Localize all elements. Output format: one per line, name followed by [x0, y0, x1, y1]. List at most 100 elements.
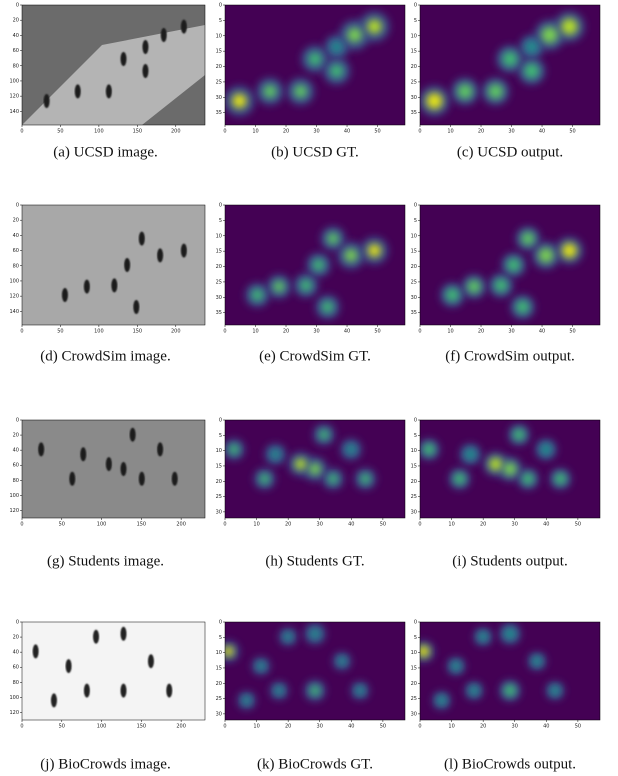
caption: (f) CrowdSim output. [445, 348, 575, 364]
panel: 01020304050051015202530(h) Students GT. [216, 418, 405, 570]
heat-blob [300, 280, 311, 291]
heat-blob [426, 93, 442, 109]
heat-blob [488, 84, 502, 98]
heat-blob [264, 85, 277, 98]
person [139, 232, 145, 246]
x-tick-label: 10 [253, 724, 259, 730]
x-tick-label: 50 [59, 522, 65, 528]
x-tick-label: 0 [223, 724, 226, 730]
x-tick-label: 50 [380, 724, 386, 730]
y-tick-label: 20 [13, 433, 19, 439]
y-tick-label: 40 [13, 448, 19, 454]
heat-blob [522, 232, 535, 245]
heat-blob [367, 20, 381, 34]
y-tick-label: 40 [13, 233, 19, 239]
y-tick-label: 10 [411, 233, 417, 239]
person [142, 40, 148, 54]
y-tick-label: 10 [216, 448, 222, 454]
x-tick-label: 30 [313, 329, 319, 335]
photo [22, 205, 205, 325]
person [157, 248, 163, 262]
caption: (g) Students image. [47, 553, 164, 569]
heat-blob [309, 463, 320, 474]
heat-blob [313, 259, 324, 270]
heat-blob [446, 289, 459, 302]
heat-blob [503, 52, 517, 66]
x-tick-label: 150 [133, 129, 143, 135]
y-tick-label: 20 [216, 681, 222, 687]
x-tick-label: 20 [478, 329, 484, 335]
heat-blob [469, 686, 479, 696]
photo-bg [22, 622, 205, 720]
heatmap [413, 622, 600, 720]
x-tick-label: 20 [478, 129, 484, 135]
y-tick-label: 10 [216, 33, 222, 39]
y-tick-label: 20 [216, 64, 222, 70]
person [93, 630, 99, 644]
x-tick-label: 20 [283, 329, 289, 335]
x-tick-label: 10 [447, 329, 453, 335]
person [139, 472, 145, 486]
y-tick-label: 15 [216, 665, 222, 671]
x-tick-label: 0 [418, 522, 421, 528]
x-tick-label: 30 [508, 329, 514, 335]
x-tick-label: 100 [94, 129, 104, 135]
heatmap [218, 622, 405, 720]
person [69, 472, 75, 486]
y-tick-label: 25 [411, 696, 417, 702]
x-tick-label: 50 [575, 522, 581, 528]
x-tick-label: 0 [20, 129, 23, 135]
x-tick-label: 10 [253, 522, 259, 528]
y-tick-label: 0 [16, 418, 19, 424]
y-tick-label: 0 [219, 620, 222, 626]
person [33, 644, 39, 658]
y-tick-label: 60 [13, 248, 19, 254]
person [121, 462, 127, 476]
caption: (k) BioCrowds GT. [257, 756, 373, 772]
heat-blob [513, 429, 524, 440]
y-tick-label: 15 [411, 249, 417, 255]
heat-blob [260, 474, 270, 484]
y-tick-label: 60 [13, 665, 19, 671]
caption: (j) BioCrowds image. [40, 756, 170, 772]
y-tick-label: 35 [216, 310, 222, 316]
y-tick-label: 80 [13, 63, 19, 69]
person [124, 258, 130, 272]
figure: 050100150200020406080100120140(a) UCSD i… [0, 0, 618, 776]
person [142, 64, 148, 78]
y-tick-label: 140 [9, 109, 19, 115]
person [161, 28, 167, 42]
x-tick-label: 20 [285, 724, 291, 730]
x-tick-label: 30 [508, 129, 514, 135]
heat-blob [310, 686, 320, 696]
y-tick-label: 100 [9, 695, 19, 701]
heat-blob [454, 473, 465, 484]
heat-blob [330, 65, 343, 78]
person [121, 627, 127, 641]
heatmap [420, 205, 600, 325]
y-tick-label: 20 [411, 479, 417, 485]
x-tick-label: 50 [569, 329, 575, 335]
y-tick-label: 10 [411, 33, 417, 39]
y-tick-label: 20 [13, 635, 19, 641]
x-tick-label: 0 [20, 724, 23, 730]
y-tick-label: 25 [216, 79, 222, 85]
y-tick-label: 0 [16, 620, 19, 626]
x-tick-label: 40 [348, 522, 354, 528]
y-tick-label: 25 [216, 696, 222, 702]
y-tick-label: 15 [411, 463, 417, 469]
photo [22, 420, 205, 518]
x-tick-label: 10 [252, 129, 258, 135]
x-tick-label: 40 [543, 522, 549, 528]
x-tick-label: 0 [223, 522, 226, 528]
person [181, 20, 187, 34]
panel: 050100150200020406080100120140(a) UCSD i… [9, 3, 205, 161]
y-tick-label: 20 [411, 64, 417, 70]
x-tick-label: 40 [539, 329, 545, 335]
heat-blob [361, 474, 371, 484]
y-tick-label: 10 [216, 233, 222, 239]
person [62, 288, 68, 302]
y-tick-label: 15 [216, 49, 222, 55]
heat-blob [356, 686, 364, 694]
